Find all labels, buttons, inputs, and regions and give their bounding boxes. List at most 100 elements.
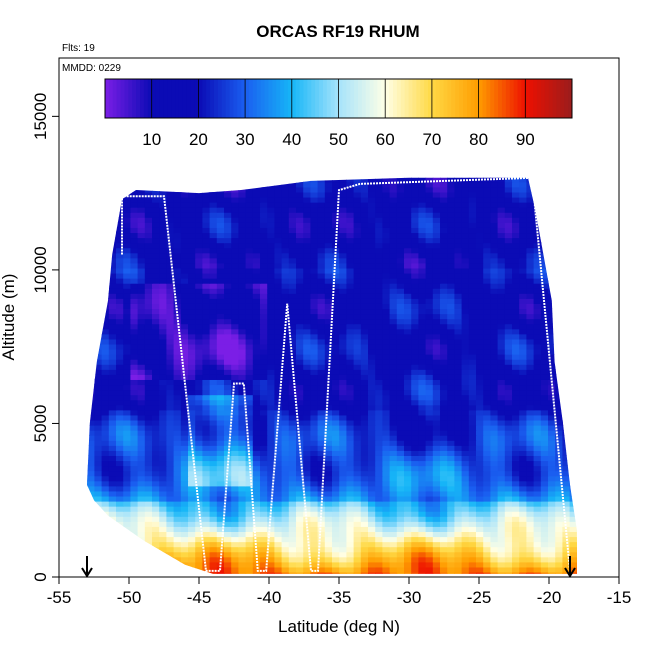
heatmap-cell: [468, 430, 477, 436]
heatmap-cell: [447, 394, 455, 401]
heatmap-cell: [483, 313, 491, 320]
heatmap-cell: [188, 430, 196, 436]
heatmap-cell: [368, 278, 376, 284]
heatmap-cell: [404, 430, 412, 436]
heatmap-cell: [353, 531, 362, 538]
heatmap-cell: [267, 419, 275, 426]
heatmap-cell: [389, 323, 398, 330]
heatmap-cell: [116, 379, 124, 386]
heatmap-cell: [432, 283, 441, 289]
heatmap-cell: [252, 531, 261, 538]
heatmap-cell: [490, 419, 499, 426]
heatmap-cell: [396, 283, 405, 289]
heatmap-cell: [346, 435, 355, 441]
heatmap-cell: [238, 556, 247, 563]
heatmap-cell: [87, 490, 95, 497]
heatmap-cell: [497, 369, 506, 375]
heatmap-cell: [216, 232, 225, 239]
heatmap-cell: [188, 369, 196, 375]
heatmap-cell: [209, 328, 218, 335]
heatmap-cell: [195, 435, 203, 441]
heatmap-cell: [137, 293, 146, 299]
heatmap-cell: [504, 389, 513, 396]
heatmap-cell: [461, 445, 470, 451]
heatmap-cell: [332, 475, 340, 482]
heatmap-cell: [173, 379, 182, 386]
heatmap-cell: [281, 379, 290, 386]
heatmap-cell: [267, 318, 275, 325]
heatmap-cell: [195, 379, 203, 386]
heatmap-cell: [512, 445, 520, 451]
heatmap-cell: [303, 541, 311, 548]
heatmap-cell: [224, 526, 232, 532]
heatmap-cell: [130, 338, 139, 345]
heatmap-cell: [533, 328, 542, 335]
heatmap-cell: [245, 541, 254, 548]
heatmap-cell: [245, 222, 254, 228]
heatmap-cell: [252, 278, 261, 284]
heatmap-cell: [360, 551, 369, 558]
heatmap-cell: [396, 237, 405, 244]
heatmap-cell: [260, 217, 268, 223]
heatmap-cell: [245, 308, 254, 315]
heatmap-cell: [375, 333, 383, 340]
heatmap-cell: [396, 516, 405, 522]
heatmap-cell: [490, 470, 499, 477]
heatmap-cell: [519, 506, 527, 512]
heatmap-cell: [231, 212, 239, 218]
heatmap-cell: [116, 313, 124, 320]
heatmap-cell: [152, 333, 160, 340]
heatmap-cell: [353, 298, 362, 304]
heatmap-cell: [353, 262, 362, 269]
heatmap-cell: [296, 308, 304, 315]
heatmap-cell: [123, 293, 131, 299]
heatmap-cell: [288, 556, 297, 563]
heatmap-cell: [231, 500, 239, 507]
heatmap-cell: [396, 480, 405, 487]
heatmap-cell: [137, 521, 146, 527]
heatmap-cell: [389, 242, 398, 249]
heatmap-cell: [130, 348, 139, 355]
heatmap-cell: [425, 546, 434, 553]
heatmap-cell: [339, 541, 347, 548]
heatmap-cell: [274, 283, 283, 289]
heatmap-cell: [461, 556, 470, 563]
heatmap-cell: [303, 414, 311, 421]
heatmap-cell: [216, 283, 225, 289]
heatmap-cell: [202, 374, 211, 380]
heatmap-cell: [440, 374, 448, 380]
heatmap-cell: [396, 566, 405, 573]
heatmap-cell: [317, 490, 326, 497]
heatmap-cell: [288, 485, 297, 492]
heatmap-cell: [310, 343, 319, 350]
heatmap-cell: [396, 430, 405, 436]
heatmap-cell: [461, 222, 470, 228]
heatmap-cell: [180, 298, 189, 304]
heatmap-cell: [468, 435, 477, 441]
heatmap-cell: [288, 278, 297, 284]
heatmap-cell: [418, 293, 427, 299]
heatmap-cell: [533, 348, 542, 355]
heatmap-cell: [252, 389, 261, 396]
heatmap-cell: [260, 222, 268, 228]
heatmap-cell: [396, 399, 405, 406]
heatmap-cell: [260, 399, 268, 406]
heatmap-cell: [353, 566, 362, 573]
heatmap-cell: [152, 338, 160, 345]
heatmap-cell: [483, 526, 491, 532]
heatmap-cell: [339, 384, 347, 391]
heatmap-cell: [425, 526, 434, 532]
heatmap-cell: [504, 480, 513, 487]
heatmap-cell: [274, 247, 283, 254]
heatmap-cell: [310, 272, 319, 279]
heatmap-cell: [368, 384, 376, 391]
heatmap-cell: [173, 222, 182, 228]
heatmap-cell: [339, 475, 347, 482]
heatmap-cell: [360, 521, 369, 527]
heatmap-cell: [476, 303, 484, 310]
heatmap-cell: [533, 272, 542, 279]
heatmap-cell: [382, 308, 391, 315]
heatmap-cell: [317, 288, 326, 294]
heatmap-cell: [476, 278, 484, 284]
heatmap-cell: [137, 485, 146, 492]
